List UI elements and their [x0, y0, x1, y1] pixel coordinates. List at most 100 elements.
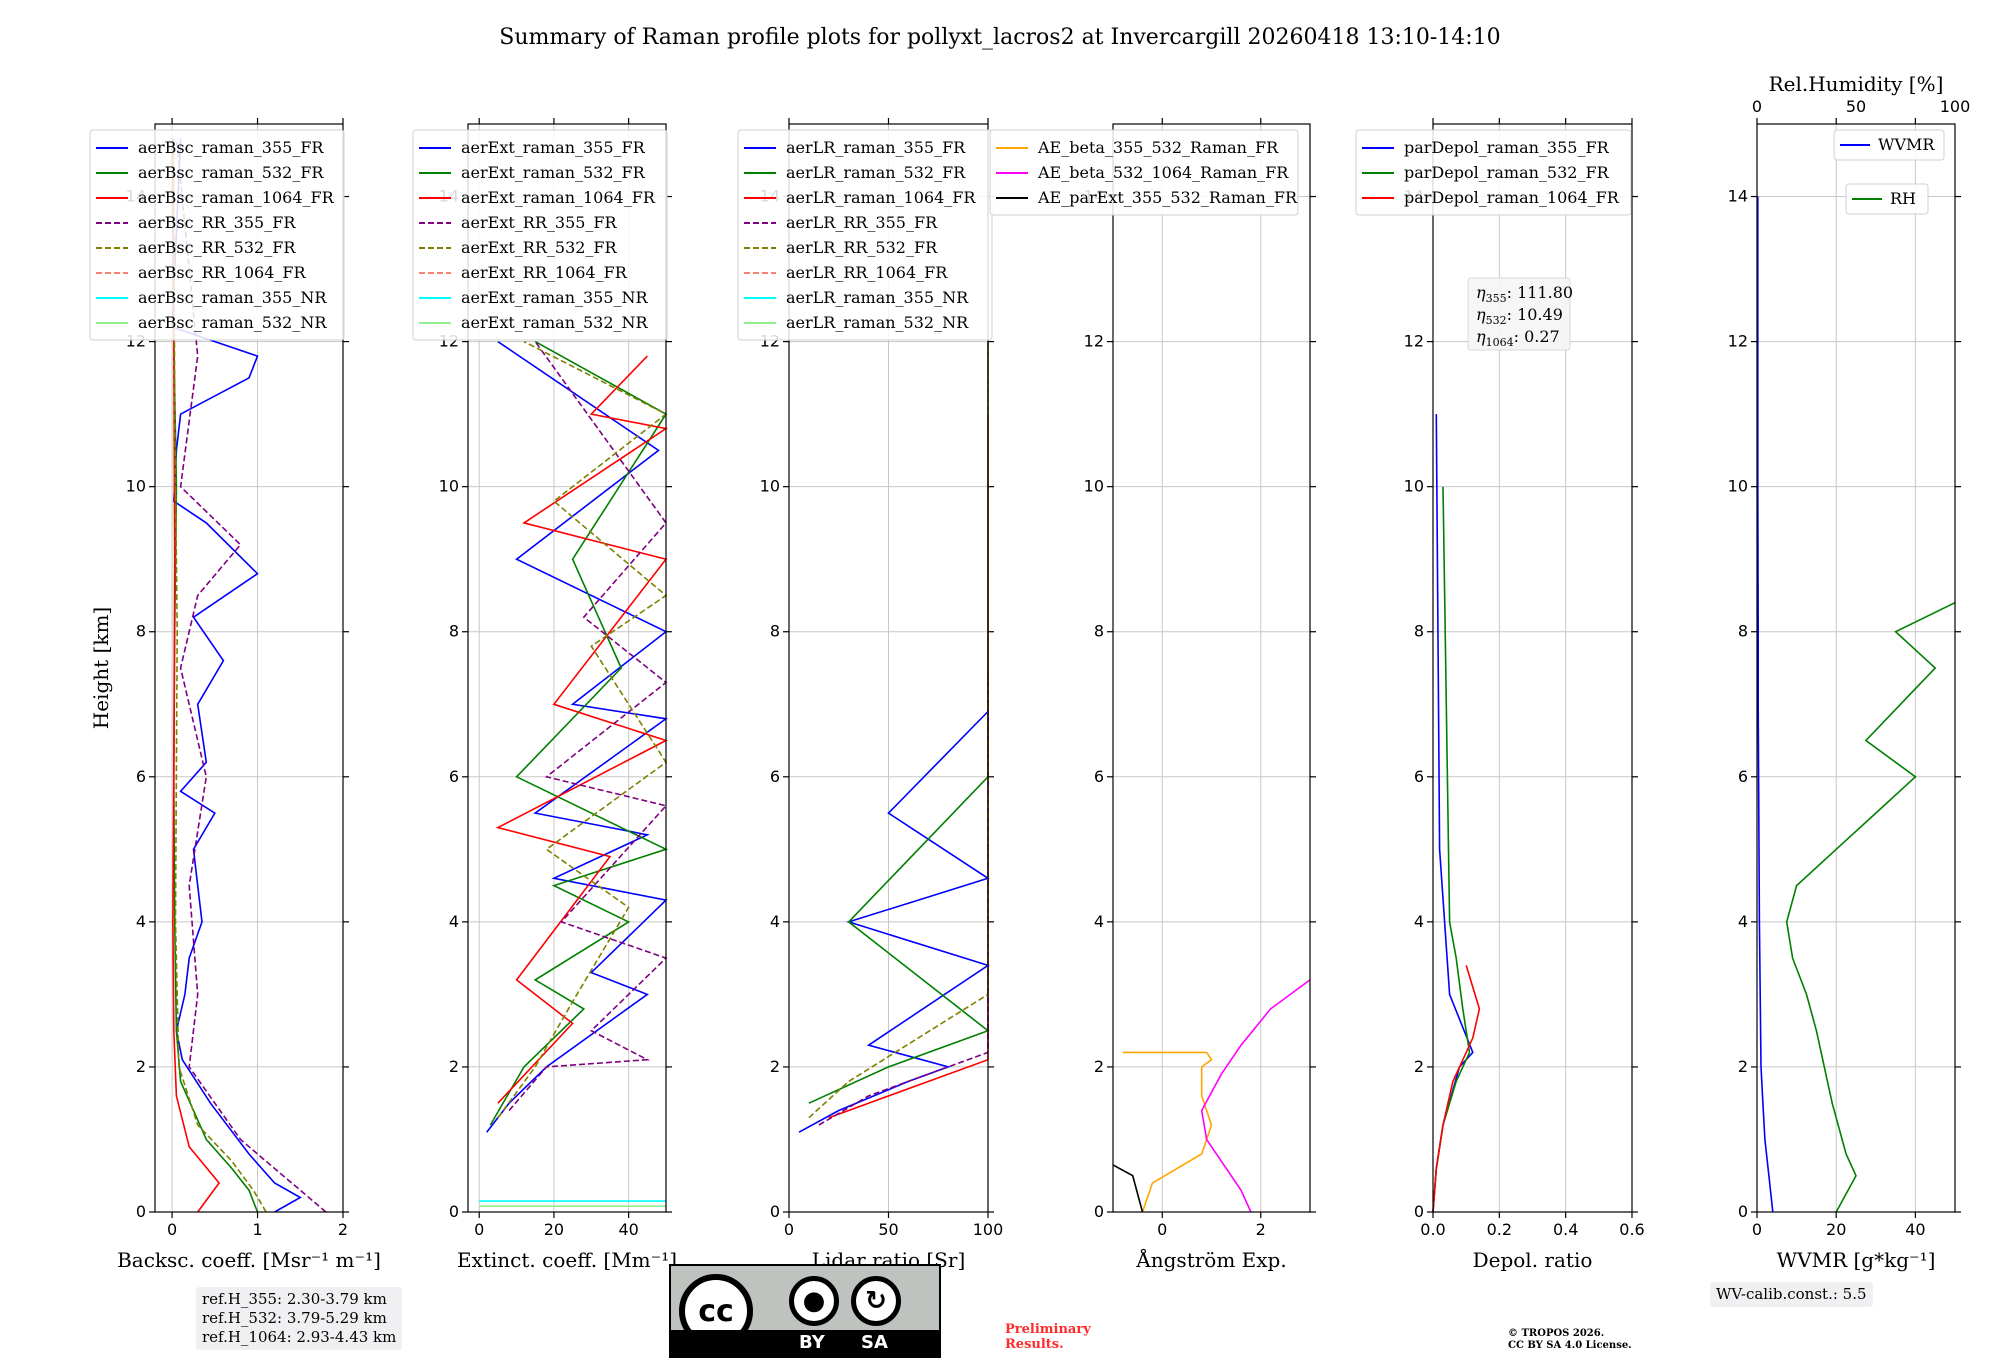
- eta-532-label: η532: 10.49: [1476, 305, 1563, 327]
- xtick-label: 0.0: [1420, 1220, 1445, 1239]
- panel-frame: [1112, 123, 1311, 1213]
- legend-box: [1833, 129, 1945, 161]
- panel-bsc: 02468101214012Backsc. coeff. [Msr⁻¹ m⁻¹]…: [89, 118, 381, 1272]
- legend-box: [1355, 129, 1632, 216]
- legend-label: aerLR_RR_532_FR: [786, 238, 938, 257]
- ytick-label: 8: [770, 622, 780, 641]
- ytick-label: 10: [760, 477, 780, 496]
- eta-355-label: η355: 111.80: [1476, 283, 1573, 305]
- ytick-label: 0: [449, 1202, 459, 1221]
- xtick-label: 0: [474, 1220, 484, 1239]
- xtick-label: 40: [618, 1220, 638, 1239]
- series-line-aerExt_RR_355_FR: [508, 341, 668, 1112]
- x-axis-label: Backsc. coeff. [Msr⁻¹ m⁻¹]: [117, 1248, 381, 1272]
- ytick-label: 10: [439, 477, 459, 496]
- legend-label: aerBsc_raman_532_FR: [138, 163, 324, 182]
- legend-label: AE_parExt_355_532_Raman_FR: [1037, 188, 1298, 207]
- xtick-label: 1: [252, 1220, 262, 1239]
- ytick-label: 2: [1414, 1057, 1424, 1076]
- panel-lr: 02468101214050100Lidar ratio [Sr]aerLR_r…: [737, 118, 1004, 1272]
- series-line-AE_beta_532_1064_Raman_FR: [1200, 979, 1311, 1213]
- series-line-parDepol_raman_1064_FR: [1432, 965, 1481, 1213]
- xtick-label: 0.6: [1619, 1220, 1644, 1239]
- xtick-label: 20: [544, 1220, 564, 1239]
- series-line-aerBsc_raman_1064_FR: [172, 138, 221, 1213]
- x-axis-label: WVMR [g*kg⁻¹]: [1777, 1248, 1936, 1272]
- ytick-label: 8: [136, 622, 146, 641]
- series-line-RH: [1785, 601, 1956, 1213]
- preliminary-notice: Preliminary Results.: [1005, 1322, 1091, 1352]
- legend-label: aerBsc_raman_355_NR: [138, 288, 327, 307]
- panel-frame: [154, 123, 344, 1213]
- ytick-label: 6: [1738, 767, 1748, 786]
- x-axis-label: Extinct. coeff. [Mm⁻¹]: [457, 1248, 677, 1272]
- ytick-label: 0: [1414, 1202, 1424, 1221]
- cc-license-badge[interactable]: cc ● ↻ BY SA: [669, 1264, 941, 1358]
- legend-label: aerBsc_raman_355_FR: [138, 138, 324, 157]
- legend-label: aerBsc_RR_532_FR: [138, 238, 296, 257]
- wv-calibration-box: WV-calib.const.: 5.5: [1710, 1282, 1873, 1307]
- legend-label: aerExt_raman_355_NR: [461, 288, 649, 307]
- legend-label: parDepol_raman_1064_FR: [1404, 188, 1620, 207]
- xtick-label: 100: [973, 1220, 1004, 1239]
- xtick-label: 0: [1157, 1220, 1167, 1239]
- copyright-notice: © TROPOS 2026. CC BY SA 4.0 License.: [1508, 1328, 1632, 1352]
- xtick-label: 0: [167, 1220, 177, 1239]
- legend-box: [989, 129, 1299, 216]
- xtick-label: 0.2: [1487, 1220, 1512, 1239]
- series-line-aerBsc_RR_355_FR: [175, 138, 327, 1213]
- ytick-label: 0: [1094, 1202, 1104, 1221]
- xtick-label: 0: [1752, 1220, 1762, 1239]
- panel-frame: [1432, 123, 1633, 1213]
- series-line-aerExt_raman_532_FR: [489, 340, 669, 1126]
- legend-box: [737, 129, 993, 341]
- ref-height-532: ref.H_532: 3.79-5.29 km: [202, 1309, 387, 1327]
- ytick-label: 10: [1728, 477, 1748, 496]
- ytick-label: 4: [1094, 912, 1104, 931]
- panel-frame: [1756, 123, 1956, 1213]
- legend-label: AE_beta_532_1064_Raman_FR: [1037, 163, 1289, 182]
- xtick-label: 50: [878, 1220, 898, 1239]
- legend-label: parDepol_raman_355_FR: [1404, 138, 1610, 157]
- legend-label: aerExt_RR_1064_FR: [461, 263, 628, 282]
- copyright-line-1: © TROPOS 2026.: [1508, 1328, 1605, 1339]
- legend-label: WVMR: [1878, 135, 1935, 154]
- xtick-label: 40: [1905, 1220, 1925, 1239]
- legend-label: aerExt_raman_355_FR: [461, 138, 646, 157]
- xtick-label: 2: [338, 1220, 348, 1239]
- reference-height-box: ref.H_355: 2.30-3.79 km ref.H_532: 3.79-…: [196, 1287, 403, 1350]
- legend-label: aerLR_raman_355_NR: [786, 288, 969, 307]
- legend-label: aerBsc_RR_1064_FR: [138, 263, 307, 282]
- license-by-label: BY: [799, 1332, 825, 1353]
- x2tick-label: 100: [1940, 97, 1971, 116]
- series-line-aerLR_raman_532_FR: [808, 341, 990, 1104]
- series-line-aerExt_raman_1064_FR: [495, 355, 669, 1104]
- legend-label: aerBsc_RR_355_FR: [138, 213, 296, 232]
- legend-label: aerExt_raman_532_NR: [461, 313, 649, 332]
- ytick-label: 4: [136, 912, 146, 931]
- ytick-label: 10: [126, 477, 146, 496]
- ytick-label: 8: [449, 622, 459, 641]
- panel-frame: [467, 123, 667, 1213]
- ytick-label: 0: [1738, 1202, 1748, 1221]
- legend-label: aerLR_RR_1064_FR: [786, 263, 948, 282]
- legend-label: aerLR_raman_532_FR: [786, 163, 966, 182]
- preliminary-line-1: Preliminary: [1005, 1322, 1091, 1337]
- ytick-label: 6: [770, 767, 780, 786]
- eta-box: [1467, 277, 1571, 351]
- series-line-AE_beta_355_532_Raman_FR: [1122, 1051, 1213, 1213]
- ytick-label: 6: [449, 767, 459, 786]
- y-axis-label: Height [km]: [89, 607, 113, 729]
- ytick-label: 8: [1414, 622, 1424, 641]
- xtick-label: 0.4: [1553, 1220, 1578, 1239]
- ytick-label: 12: [1404, 332, 1424, 351]
- legend-label: aerExt_raman_532_FR: [461, 163, 646, 182]
- series-line-AE_parExt_355_532_Raman_FR: [1112, 1164, 1144, 1213]
- series-line-aerExt_raman_355_FR: [486, 340, 669, 1133]
- series-line-aerBsc_raman_355_FR: [171, 138, 302, 1213]
- ytick-label: 14: [1728, 187, 1748, 206]
- figure-title: Summary of Raman profile plots for polly…: [499, 25, 1500, 50]
- legend-box: [412, 129, 668, 341]
